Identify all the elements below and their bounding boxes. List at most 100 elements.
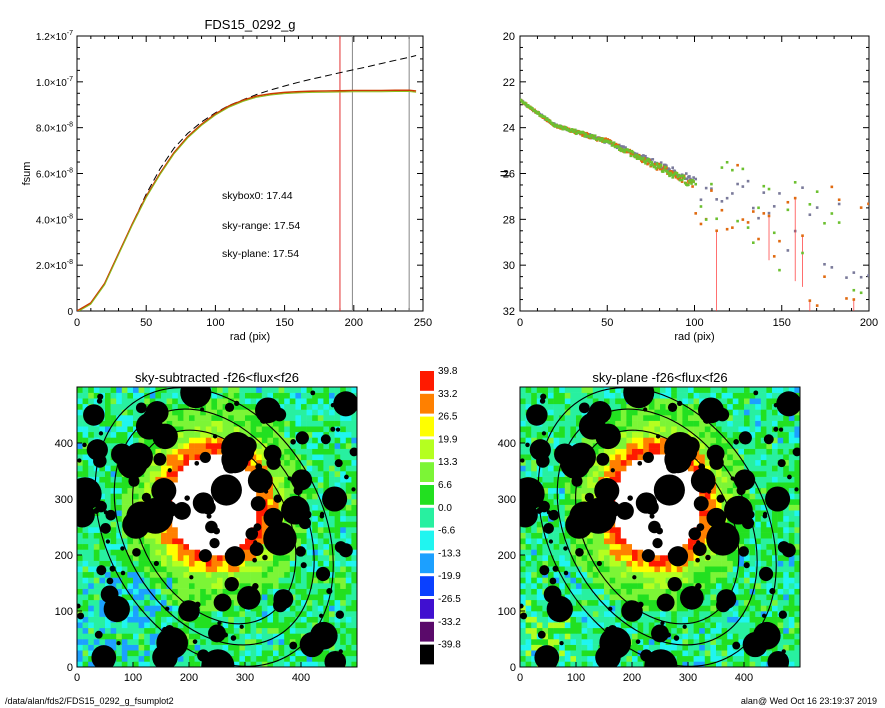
image-pixel <box>604 566 610 573</box>
image-pixel <box>732 549 739 556</box>
image-pixel <box>564 655 571 662</box>
image-pixel <box>205 420 212 427</box>
image-pixel <box>284 454 291 461</box>
image-pixel <box>233 644 240 651</box>
y-tick-label: 2.0×10-8 <box>36 259 73 272</box>
y-tick-label: 4.0×10-8 <box>36 213 73 226</box>
image-pixel <box>312 409 319 416</box>
image-pixel <box>312 476 319 483</box>
image-pixel <box>323 392 330 399</box>
image-pixel <box>245 611 251 617</box>
image-pixel <box>744 532 750 539</box>
image-pixel <box>256 622 263 629</box>
image-pixel <box>177 471 184 477</box>
image-pixel <box>699 644 706 651</box>
image-pixel <box>744 527 750 533</box>
image-pixel <box>615 555 622 561</box>
image-pixel <box>738 627 745 634</box>
image-pixel <box>205 560 212 567</box>
image-pixel <box>592 538 599 545</box>
image-pixel <box>542 515 549 522</box>
image-pixel <box>620 583 627 589</box>
image-pixel <box>570 499 577 505</box>
image-pixel <box>592 577 599 584</box>
image-pixel <box>222 515 229 522</box>
image-pixel <box>704 527 711 533</box>
image-pixel <box>536 577 543 584</box>
image-pixel <box>345 431 352 438</box>
image-pixel <box>284 661 291 667</box>
image-pixel <box>334 549 341 556</box>
image-pixel <box>732 560 739 567</box>
image-pixel <box>239 532 246 539</box>
image-pixel <box>525 555 532 561</box>
image-pixel <box>329 459 335 466</box>
image-pixel <box>660 543 666 550</box>
image-pixel <box>228 426 235 433</box>
image-pixel <box>548 627 554 634</box>
image-pixel <box>788 527 795 533</box>
image-pixel <box>783 605 790 612</box>
image-pixel <box>99 482 106 489</box>
image-pixel <box>716 650 722 657</box>
image-pixel <box>351 639 357 645</box>
image-pixel <box>99 510 106 517</box>
image-pixel <box>245 409 251 416</box>
image-pixel <box>727 555 734 561</box>
image-pixel <box>200 622 207 629</box>
image-pixel <box>340 639 347 645</box>
image-pixel <box>189 409 195 416</box>
masked-bright-source <box>299 632 325 658</box>
image-pixel <box>211 555 218 561</box>
image-pixel <box>306 566 313 573</box>
image-pixel <box>317 560 324 567</box>
image-pixel <box>306 459 313 466</box>
image-pixel <box>228 650 235 657</box>
image-pixel <box>570 633 577 640</box>
image-pixel <box>637 566 644 573</box>
image-pixel <box>211 387 218 393</box>
image-pixel <box>637 622 644 629</box>
image-pixel <box>531 549 538 556</box>
data-point <box>757 237 760 241</box>
image-pixel <box>116 499 123 505</box>
image-pixel <box>351 588 357 595</box>
image-pixel <box>334 627 341 634</box>
masked-source <box>198 549 212 563</box>
image-pixel <box>88 521 95 528</box>
image-pixel <box>116 510 123 517</box>
x-tick-label: 300 <box>236 672 254 684</box>
image-pixel <box>295 566 302 573</box>
image-pixel <box>93 431 100 438</box>
image-pixel <box>738 555 745 561</box>
image-pixel <box>777 560 784 567</box>
image-pixel <box>183 521 190 528</box>
image-pixel <box>233 471 240 477</box>
data-point <box>808 299 812 302</box>
image-pixel <box>682 504 689 511</box>
image-pixel <box>581 543 588 550</box>
image-pixel <box>716 655 722 662</box>
image-pixel <box>222 510 229 517</box>
data-point <box>683 181 687 185</box>
image-pixel <box>110 639 117 645</box>
image-pixel <box>228 415 235 421</box>
image-pixel <box>306 594 313 601</box>
image-pixel <box>620 661 627 667</box>
image-pixel <box>138 392 145 399</box>
image-pixel <box>233 588 240 595</box>
image-pixel <box>772 510 778 517</box>
data-point <box>757 206 760 210</box>
x-tick-label: 100 <box>685 317 703 329</box>
y-tick-label: 22 <box>503 77 515 89</box>
image-pixel <box>317 431 324 438</box>
image-pixel <box>665 521 672 528</box>
masked-source <box>100 523 111 534</box>
image-pixel <box>222 420 229 427</box>
image-pixel <box>536 583 543 589</box>
image-pixel <box>133 426 139 433</box>
image-pixel <box>542 622 549 629</box>
image-pixel <box>671 538 678 545</box>
image-pixel <box>766 510 773 517</box>
image-pixel <box>615 532 622 539</box>
